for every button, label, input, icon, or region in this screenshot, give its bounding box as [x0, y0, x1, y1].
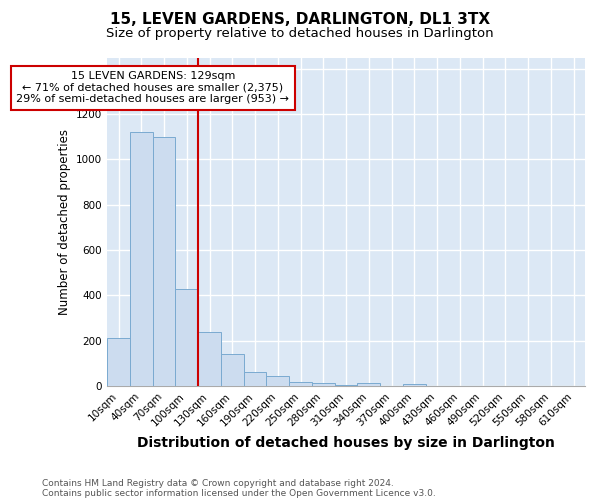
Bar	[221, 354, 244, 386]
Text: Size of property relative to detached houses in Darlington: Size of property relative to detached ho…	[106, 28, 494, 40]
Bar	[107, 338, 130, 386]
Bar	[358, 384, 380, 386]
X-axis label: Distribution of detached houses by size in Darlington: Distribution of detached houses by size …	[137, 436, 555, 450]
Text: 15 LEVEN GARDENS: 129sqm
← 71% of detached houses are smaller (2,375)
29% of sem: 15 LEVEN GARDENS: 129sqm ← 71% of detach…	[16, 71, 289, 104]
Y-axis label: Number of detached properties: Number of detached properties	[58, 129, 71, 315]
Bar	[175, 288, 198, 386]
Bar	[312, 382, 335, 386]
Bar	[335, 385, 358, 386]
Bar	[244, 372, 266, 386]
Bar	[403, 384, 426, 386]
Bar	[130, 132, 153, 386]
Bar	[289, 382, 312, 386]
Text: 15, LEVEN GARDENS, DARLINGTON, DL1 3TX: 15, LEVEN GARDENS, DARLINGTON, DL1 3TX	[110, 12, 490, 28]
Text: Contains HM Land Registry data © Crown copyright and database right 2024.: Contains HM Land Registry data © Crown c…	[42, 478, 394, 488]
Bar	[266, 376, 289, 386]
Bar	[198, 332, 221, 386]
Bar	[153, 137, 175, 386]
Text: Contains public sector information licensed under the Open Government Licence v3: Contains public sector information licen…	[42, 488, 436, 498]
